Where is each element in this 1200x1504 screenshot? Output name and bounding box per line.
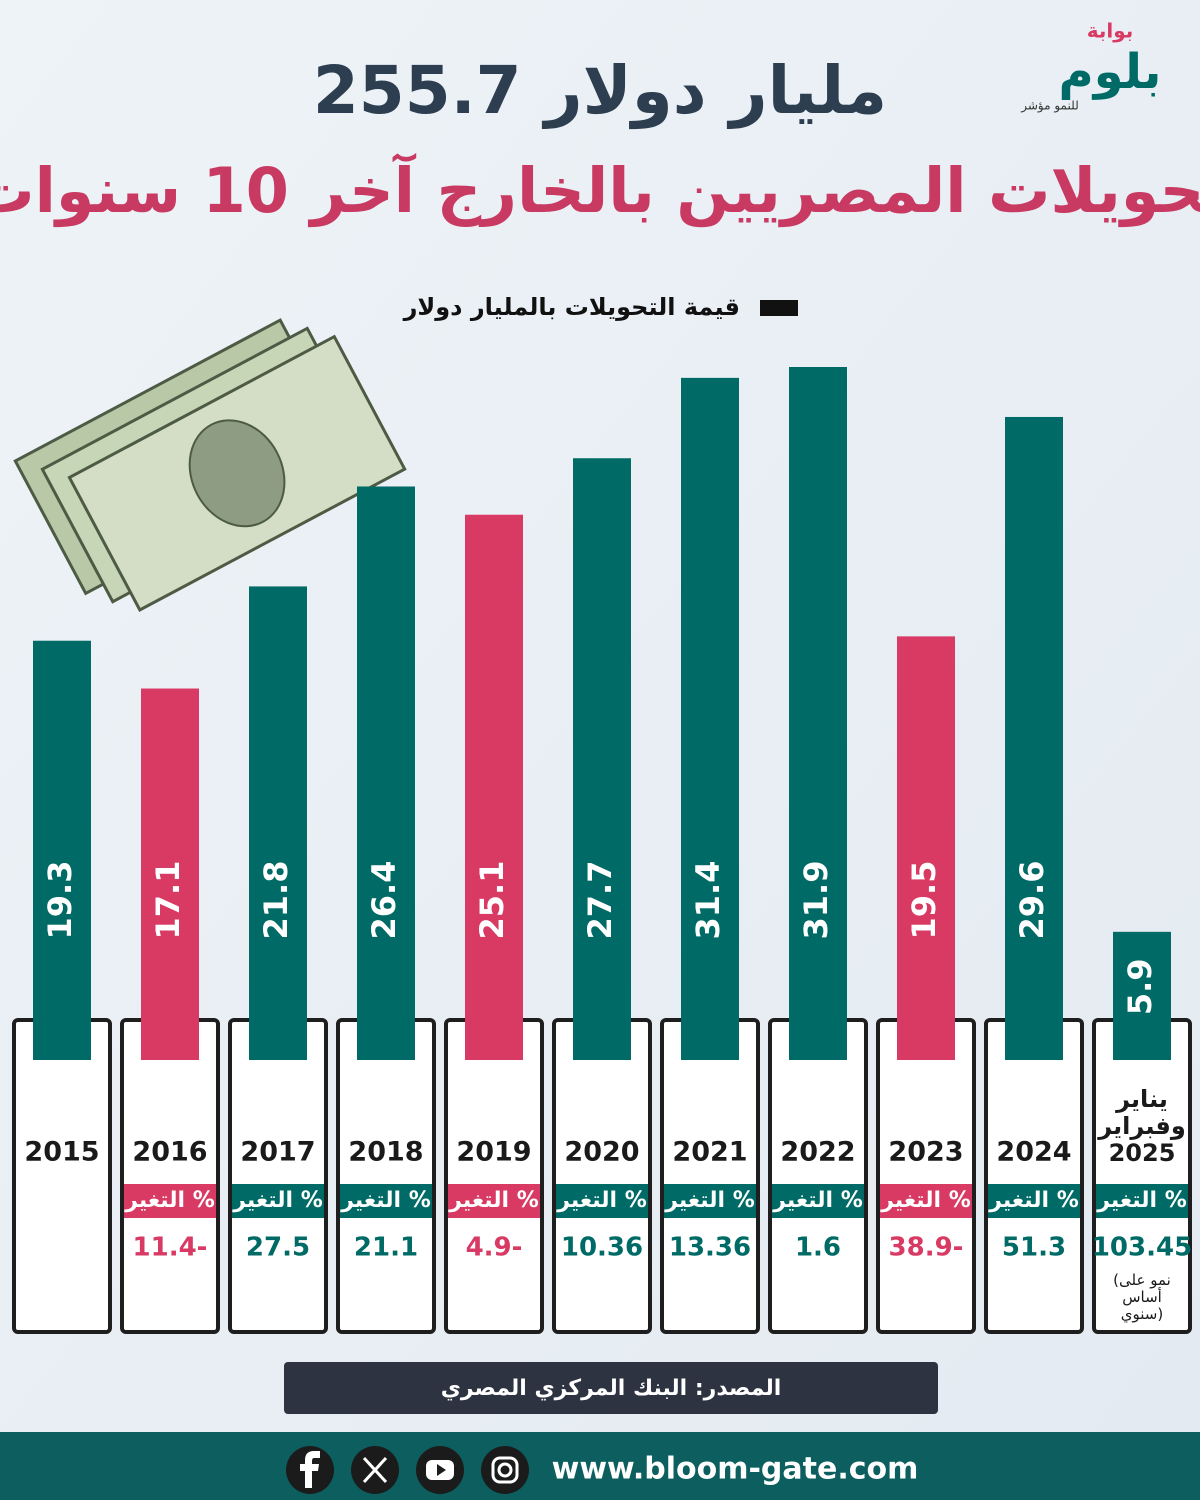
social-icons [286,1446,529,1494]
website: www.bloom-gate.com [552,1452,919,1487]
year-box [12,1018,112,1334]
bar [789,367,847,1060]
bar [33,640,91,1060]
change-title: التغير % [772,1188,863,1213]
x-tick-label: 2023 [888,1137,963,1168]
change-title: التغير % [232,1188,323,1213]
change-badge [448,1184,540,1218]
legend-swatch [760,300,798,316]
value-label: 17.1 [149,861,187,940]
change-value: 38.9- [889,1233,964,1263]
bar [465,514,523,1060]
value-label: 5.9 [1121,958,1159,1015]
footer-bar [0,1432,1200,1500]
value-label: 21.8 [257,861,295,940]
change-badge [556,1184,648,1218]
bar [249,586,307,1060]
logo-top: بوابة [1087,19,1134,43]
change-badge [232,1184,324,1218]
x-tick-label: 2024 [996,1137,1071,1168]
change-title: التغير % [340,1188,431,1213]
bar [1113,931,1171,1060]
change-badge [1096,1184,1188,1218]
chart-title: 255.7 مليار دولار [313,52,887,130]
year-box [876,1018,976,1334]
value-label: 26.4 [365,861,403,940]
value-label: 19.3 [41,861,79,940]
x-tick-label: 2021 [672,1137,747,1168]
logo-tagline: للنمو مؤشر [1020,99,1079,114]
year-box [768,1018,868,1334]
logo-name: بلوم [1059,44,1162,100]
legend-label: قيمة التحويلات بالمليار دولار [403,293,740,321]
value-label: 19.5 [905,861,943,940]
x-tick-label: 2015 [24,1137,99,1168]
bar [357,486,415,1060]
x-tick-label: 2020 [564,1137,639,1168]
change-value: 10.36 [561,1233,643,1263]
value-label: 25.1 [473,861,511,940]
change-value: 103.45 [1092,1233,1192,1263]
change-title: التغير % [880,1188,971,1213]
change-value: 13.36 [669,1233,751,1263]
x-tick-label: 2017 [240,1137,315,1168]
year-box [336,1018,436,1334]
value-label: 31.9 [797,861,835,940]
instagram-icon[interactable] [481,1446,529,1494]
change-value: 1.6 [795,1233,841,1263]
change-value: 11.4- [133,1233,208,1263]
change-title: التغير % [556,1188,647,1213]
bar [681,377,739,1060]
x-tick-label: 2019 [456,1137,531,1168]
change-title: التغير % [448,1188,539,1213]
year-box [984,1018,1084,1334]
change-value: 21.1 [354,1233,418,1263]
year-box [552,1018,652,1334]
change-value: 27.5 [246,1233,310,1263]
year-box [120,1018,220,1334]
change-badge [340,1184,432,1218]
change-badge [664,1184,756,1218]
bar [141,688,199,1060]
change-note: (نمو على أساس سنوي) [1113,1271,1171,1324]
change-title: التغير % [1096,1188,1187,1213]
year-box [660,1018,760,1334]
x-tick-label: 2022 [780,1137,855,1168]
value-label: 27.7 [581,861,619,940]
bar [897,636,955,1060]
change-value: 4.9- [466,1233,523,1263]
source-box [284,1362,938,1414]
year-box [444,1018,544,1334]
chart-subtitle: تحويلات المصريين بالخارج آخر 10 سنوات [0,152,1200,227]
source: المصدر: البنك المركزي المصري [441,1376,782,1401]
change-title: التغير % [664,1188,755,1213]
change-badge [880,1184,972,1218]
change-value: 51.3 [1002,1233,1066,1263]
x-tick-label: 2018 [348,1137,423,1168]
value-label: 31.4 [689,861,727,940]
value-label: 29.6 [1013,861,1051,940]
change-badge [124,1184,216,1218]
year-box [228,1018,328,1334]
change-badge [988,1184,1080,1218]
change-badge [772,1184,864,1218]
bar [1005,416,1063,1060]
money-illustration [13,318,407,612]
x-tick-label: 2016 [132,1137,207,1168]
x-tick-label: يناير وفبراير 2025 [1097,1085,1186,1167]
bar [573,458,631,1060]
change-title: التغير % [988,1188,1079,1213]
change-title: التغير % [124,1188,215,1213]
